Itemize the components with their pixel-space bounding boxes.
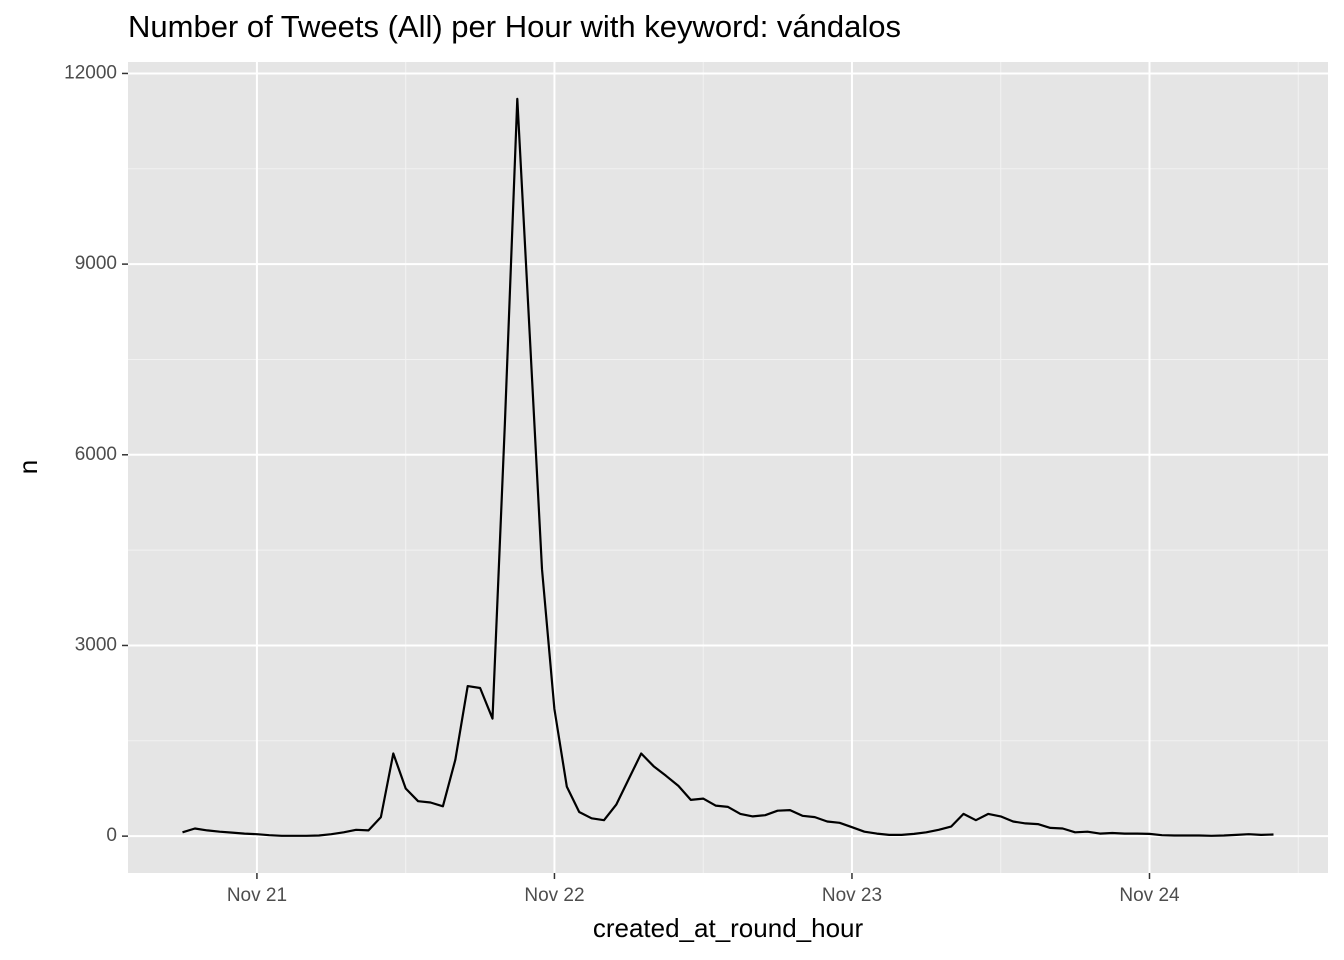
chart-title: Number of Tweets (All) per Hour with key… [128, 9, 901, 44]
y-tick-label: 3000 [75, 634, 117, 655]
data-line [182, 97, 1274, 837]
y-axis-title: n [13, 460, 43, 474]
x-tick-label: Nov 22 [524, 885, 584, 906]
x-tick-label: Nov 24 [1119, 885, 1180, 906]
x-tick-label: Nov 21 [227, 885, 287, 906]
y-tick-label: 12000 [64, 62, 117, 83]
y-tick-label: 6000 [75, 444, 117, 465]
y-tick-label: 9000 [75, 253, 117, 274]
x-axis-title: created_at_round_hour [593, 913, 864, 943]
y-tick-label: 0 [106, 825, 117, 846]
x-tick-label: Nov 23 [822, 885, 882, 906]
panel [128, 62, 1328, 873]
